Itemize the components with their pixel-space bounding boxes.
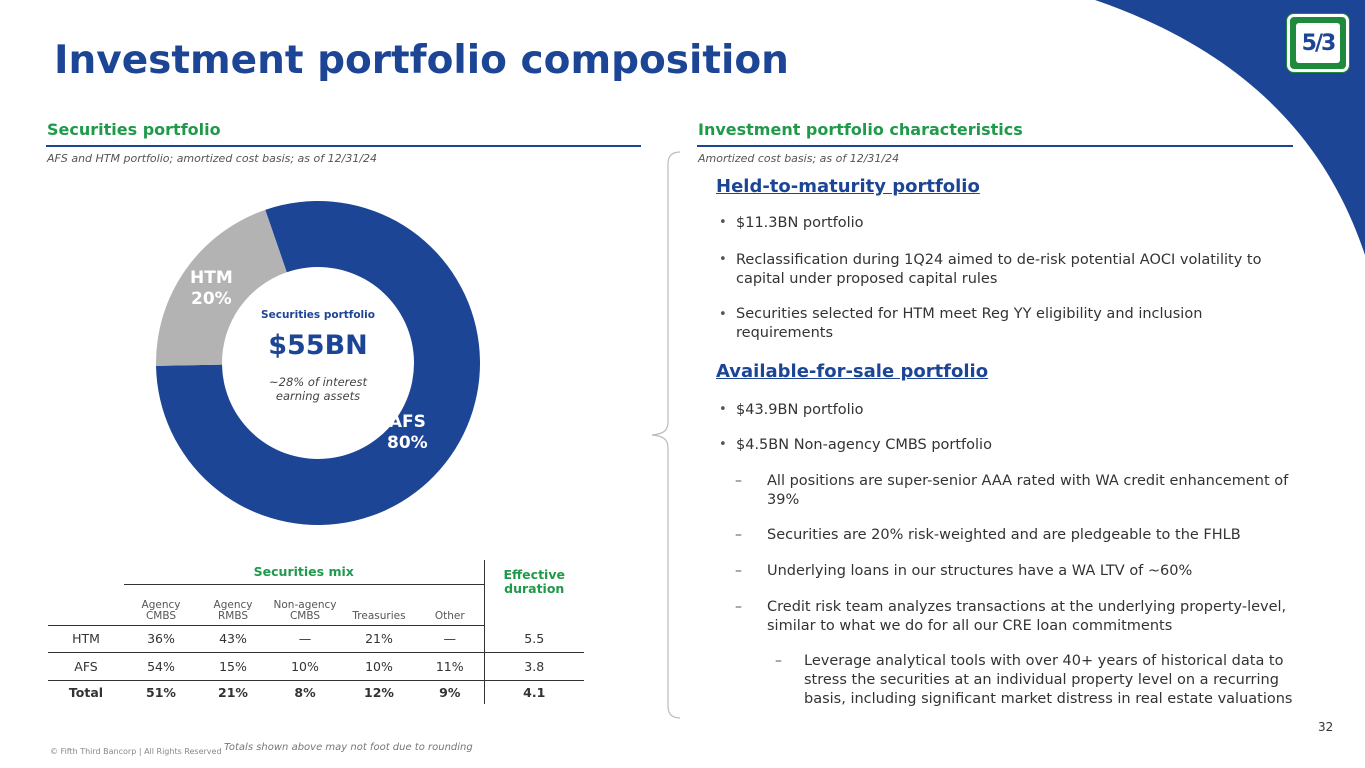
bullet-icon: •: [719, 215, 727, 230]
col-header-other: Other: [416, 584, 484, 626]
dash-icon: –: [735, 599, 742, 615]
table-cell: 36%: [124, 625, 198, 653]
duration-header-line-2: duration: [504, 581, 565, 596]
page-title: Investment portfolio composition: [54, 38, 789, 83]
table-cell: —: [268, 625, 342, 653]
bullet-icon: •: [719, 402, 727, 417]
page-number: 32: [1318, 720, 1334, 734]
center-note-line-1: ~28% of interest: [269, 375, 367, 389]
effective-duration-header: Effective duration: [483, 560, 584, 625]
table-row: HTM 36% 43% — 21% — 5.5: [48, 625, 584, 653]
col-header-treasuries: Treasuries: [342, 584, 416, 626]
table-cell: —: [416, 625, 484, 653]
afs-sub-bullet-1: All positions are super-senior AAA rated…: [767, 473, 1289, 508]
table-row: AFS 54% 15% 10% 10% 11% 3.8: [48, 652, 584, 681]
row-label-total: Total: [68, 684, 104, 700]
afs-slice-name: AFS: [388, 412, 426, 432]
afs-slice-pct: 80%: [387, 433, 428, 453]
table-row: Total 51% 21% 8% 12% 9% 4.1: [48, 680, 584, 704]
col-header-agency-rmbs: Agency RMBS: [198, 584, 268, 626]
left-heading-rule: [46, 145, 641, 147]
donut-center-value: $55BN: [268, 330, 368, 361]
securities-portfolio-heading: Securities portfolio: [47, 120, 221, 139]
securities-donut-chart: [156, 201, 481, 526]
rounding-note: Totals shown above may not foot due to r…: [224, 742, 473, 753]
table-cell: 21%: [342, 625, 416, 653]
right-subtitle: Amortized cost basis; as of 12/31/24: [698, 152, 900, 165]
afs-portfolio-title: Available-for-sale portfolio: [716, 361, 989, 382]
duration-cell-afs: 3.8: [483, 652, 584, 681]
right-heading-rule: [697, 145, 1293, 147]
row-label-htm: HTM: [48, 625, 124, 653]
col-header-non-agency-cmbs: Non-agency CMBS: [268, 584, 342, 626]
dash-icon: –: [735, 527, 742, 543]
afs-sub-bullet-4: Credit risk team analyzes transactions a…: [767, 599, 1287, 634]
bracket-icon: [651, 151, 681, 719]
donut-slice-afs: [156, 201, 481, 526]
htm-portfolio-title: Held-to-maturity portfolio: [716, 176, 980, 197]
donut-center-note: ~28% of interest earning assets: [248, 375, 388, 403]
table-cell: 10%: [342, 652, 416, 681]
dash-icon: –: [735, 563, 742, 579]
table-cell: 9%: [439, 684, 461, 700]
table-cell: 54%: [124, 652, 198, 681]
securities-mix-header: Securities mix: [124, 560, 484, 585]
table-cell: 10%: [268, 652, 342, 681]
fifth-third-logo: 5/3: [1287, 14, 1349, 72]
htm-slice-pct: 20%: [191, 289, 232, 309]
bullet-icon: •: [719, 437, 727, 452]
table-cell: 15%: [198, 652, 268, 681]
afs-sub-sub-bullet-1: Leverage analytical tools with over 40+ …: [804, 653, 1293, 707]
securities-mix-table: Securities mix Effective duration Agency…: [48, 560, 584, 704]
duration-cell-total: 4.1: [483, 680, 584, 704]
donut-center-label: Securities portfolio: [261, 309, 375, 321]
afs-bullet-1: $43.9BN portfolio: [736, 402, 864, 418]
table-cell: 21%: [218, 684, 248, 700]
copyright-footer: © Fifth Third Bancorp | All Rights Reser…: [50, 747, 222, 756]
htm-slice-name: HTM: [190, 268, 233, 288]
row-label-afs: AFS: [48, 652, 124, 681]
afs-bullet-2: $4.5BN Non-agency CMBS portfolio: [736, 437, 992, 453]
logo-mark-icon: 5/3: [1296, 23, 1340, 63]
characteristics-heading: Investment portfolio characteristics: [698, 120, 1023, 139]
table-cell: 8%: [294, 684, 316, 700]
table-cell: 43%: [198, 625, 268, 653]
dash-icon: –: [775, 653, 782, 669]
htm-bullet-3: Securities selected for HTM meet Reg YY …: [736, 306, 1203, 341]
col-header-agency-cmbs: Agency CMBS: [124, 584, 198, 626]
htm-bullet-1: $11.3BN portfolio: [736, 215, 864, 231]
afs-slice-label: AFS 80%: [387, 412, 428, 454]
table-cell: 11%: [416, 652, 484, 681]
bullet-icon: •: [719, 307, 727, 322]
htm-slice-label: HTM 20%: [190, 268, 233, 310]
left-subtitle: AFS and HTM portfolio; amortized cost ba…: [47, 152, 378, 165]
dash-icon: –: [735, 473, 742, 489]
table-cell: 51%: [146, 684, 176, 700]
donut-slice-htm: [156, 209, 287, 366]
center-note-line-2: earning assets: [275, 389, 361, 403]
table-cell: 12%: [364, 684, 394, 700]
afs-sub-bullet-2: Securities are 20% risk-weighted and are…: [767, 527, 1241, 543]
afs-sub-bullet-3: Underlying loans in our structures have …: [767, 563, 1193, 579]
bullet-icon: •: [719, 252, 727, 267]
htm-bullet-2: Reclassification during 1Q24 aimed to de…: [736, 252, 1262, 287]
duration-cell-htm: 5.5: [483, 625, 584, 653]
duration-header-line-1: Effective: [503, 567, 565, 582]
